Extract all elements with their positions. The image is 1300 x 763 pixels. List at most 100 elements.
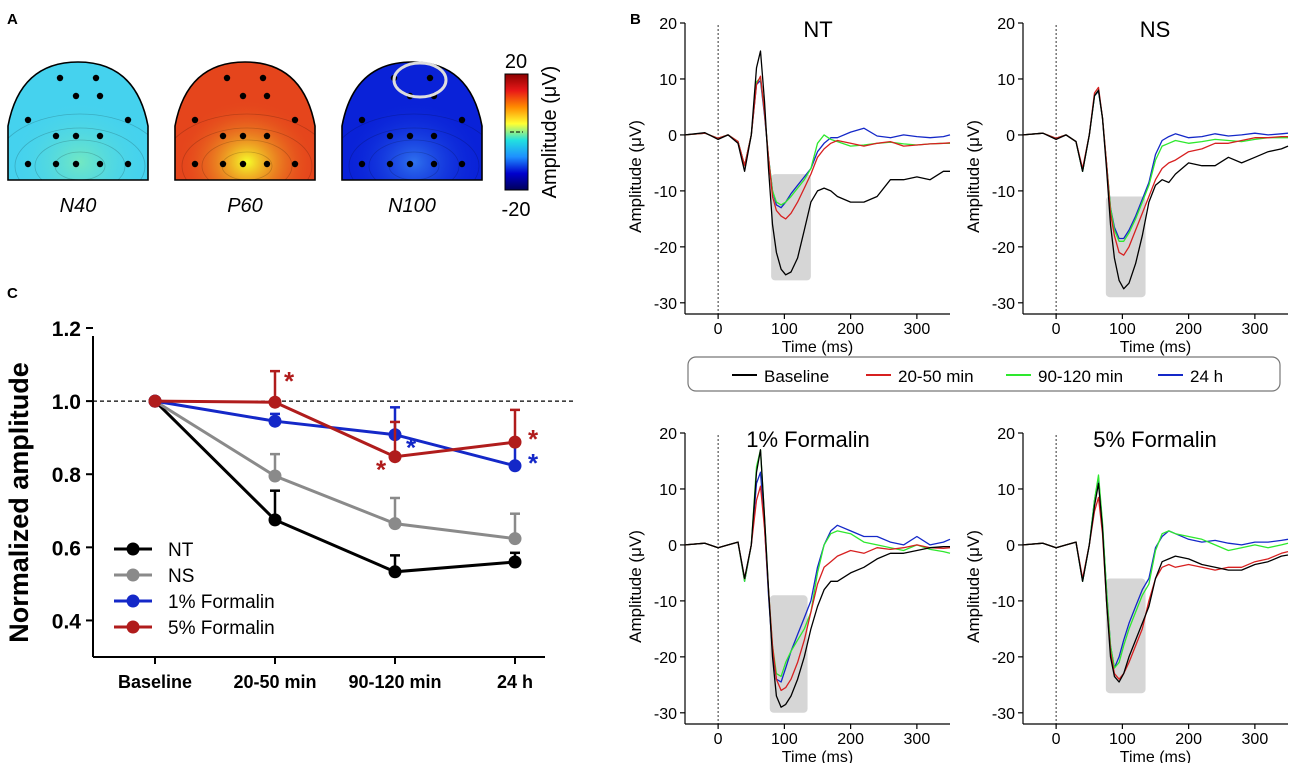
topomap-contour <box>175 113 315 180</box>
y-tick-label: 0.4 <box>52 610 82 633</box>
significance-asterisk: * <box>528 424 539 454</box>
y-tick-label: -30 <box>992 296 1015 313</box>
topomap-hotspot <box>177 100 315 180</box>
topomap-contour <box>342 113 482 180</box>
legend-b-item: 90-120 min <box>1006 367 1123 386</box>
electrode-dot <box>263 132 271 140</box>
electrode-dot <box>72 160 80 168</box>
electrode-dot <box>24 160 32 168</box>
topomap-contour <box>34 139 126 180</box>
legend-b-label: 20-50 min <box>898 367 974 386</box>
colorbar-min-label: -20 <box>502 199 531 221</box>
electrode-dot <box>263 92 271 100</box>
topomap-label: N40 <box>60 195 97 217</box>
y-tick-label: 0.8 <box>52 464 82 487</box>
y-tick-label: -30 <box>654 706 677 723</box>
electrode-dot <box>24 116 32 124</box>
erp-trace-baseline <box>1022 482 1289 683</box>
colorbar: 20 -20 Amplitude (μV) <box>502 51 561 221</box>
x-tick-label: 300 <box>904 731 931 748</box>
x-tick-label: 200 <box>837 731 864 748</box>
erp-trace-90-120-min <box>1022 89 1288 242</box>
topomaps: N40 P60 N100 <box>7 61 483 217</box>
topomap-contour <box>348 127 480 180</box>
series-line <box>153 400 516 574</box>
panel-label-c: C <box>7 285 18 302</box>
erp-trace-24-h <box>1022 477 1289 669</box>
legend-c-swatch-dot <box>126 568 140 582</box>
y-tick-label: -10 <box>654 184 677 201</box>
legend-c-swatch-dot <box>126 542 140 556</box>
erp-trace-90-120-min <box>684 77 950 206</box>
analysis-window-shade <box>771 174 811 281</box>
significance-asterisk: * <box>528 448 539 478</box>
y-tick-label: 20 <box>997 426 1015 443</box>
legend-b-item: Baseline <box>732 367 829 386</box>
erp-trace-20-50-min <box>1022 86 1288 256</box>
erp-trace-90-120-min <box>684 449 951 678</box>
legend-c-item: 1% Formalin <box>114 592 275 613</box>
y-tick-label: -20 <box>992 240 1015 257</box>
topomap-hotspot <box>344 100 482 180</box>
y-tick-label: -10 <box>654 594 677 611</box>
data-point <box>508 532 522 546</box>
y-tick-label: 0.6 <box>52 537 81 560</box>
erp-plot-title: NT <box>803 17 832 42</box>
erp-trace-20-50-min <box>684 75 951 220</box>
data-point <box>388 450 402 464</box>
normalized-amplitude-chart: 0.4 0.6 0.8 1.0 1.2 Baseline 20-50 min 90-120 m… <box>4 318 575 692</box>
x-axis-label: Time (ms) <box>782 339 853 356</box>
y-axis-label: Amplitude (μV) <box>964 120 983 233</box>
electrode-dot <box>430 132 438 140</box>
x-tick-label: 0 <box>1052 731 1061 748</box>
y-tick-label: 1.0 <box>52 391 81 414</box>
data-point <box>268 469 282 483</box>
topomap-head-outline <box>341 61 483 181</box>
electrode-dot <box>52 160 60 168</box>
x-tick-label: 90-120 min <box>348 672 441 692</box>
y-tick-label: 20 <box>659 16 677 33</box>
erp-trace-baseline <box>684 449 950 708</box>
electrode-dot <box>56 74 64 82</box>
topomap-n100: N100 <box>341 61 483 217</box>
electrode-dot <box>430 160 438 168</box>
y-tick-label: 10 <box>997 72 1015 89</box>
y-tick-label: -10 <box>992 184 1015 201</box>
data-point <box>148 394 162 408</box>
x-tick-label: 0 <box>1052 321 1061 338</box>
legend-b-item: 24 h <box>1158 367 1223 386</box>
topomap-fill-group <box>8 62 148 180</box>
electrode-dot <box>223 74 231 82</box>
topomap-p60: P60 <box>174 61 316 217</box>
topomap-fill-group <box>342 62 482 180</box>
y-tick-label: 10 <box>659 482 677 499</box>
x-axis-label: Time (ms) <box>1120 749 1191 763</box>
electrode-dot <box>96 92 104 100</box>
electrode-dot <box>358 116 366 124</box>
y-tick-label: -20 <box>654 240 677 257</box>
series-line <box>154 399 516 541</box>
y-tick-label: 1.2 <box>52 318 81 341</box>
y-tick-label: 0 <box>1006 128 1015 145</box>
x-tick-label: 20-50 min <box>233 672 316 692</box>
series-ns <box>148 394 522 546</box>
electrode-dot <box>219 160 227 168</box>
topomap-hotspot <box>10 100 148 180</box>
electrode-dot <box>259 74 267 82</box>
x-tick-label: 200 <box>1175 731 1202 748</box>
topomap-contour <box>8 113 148 180</box>
electrode-dot <box>406 160 414 168</box>
x-tick-label: 300 <box>1242 731 1269 748</box>
topomap-contour <box>181 127 313 180</box>
y-tick-label: 20 <box>997 16 1015 33</box>
legend-b-label: 90-120 min <box>1038 367 1123 386</box>
x-tick-label: 0 <box>714 731 723 748</box>
data-point <box>508 555 522 569</box>
y-axis-label: Amplitude (μV) <box>626 530 645 643</box>
y-tick-label: -20 <box>992 650 1015 667</box>
legend-c-swatch-dot <box>126 620 140 634</box>
electrode-dot <box>358 160 366 168</box>
